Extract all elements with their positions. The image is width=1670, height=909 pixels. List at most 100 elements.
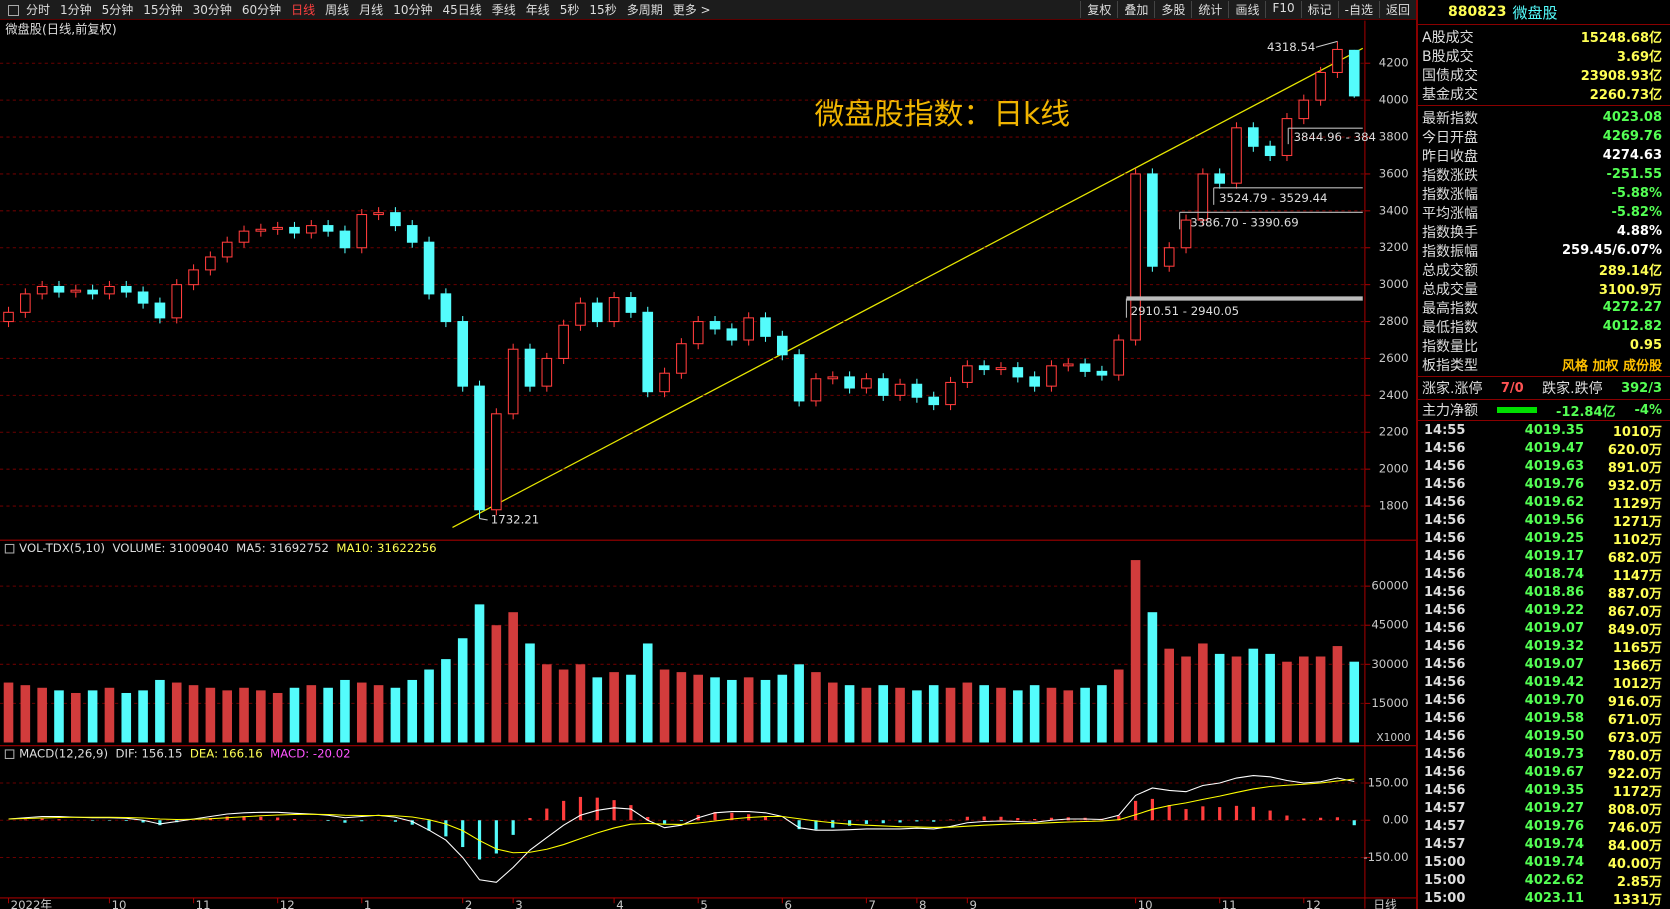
- period-tab[interactable]: 多周期: [626, 3, 663, 17]
- y-tick-label: 2800: [1379, 314, 1409, 328]
- tool-button[interactable]: 返回: [1378, 1, 1416, 18]
- tick-price: 4019.47: [1524, 441, 1584, 456]
- volume-bar: [1231, 656, 1242, 743]
- y-tick-label: 3800: [1379, 130, 1409, 144]
- y-tick-label: 1800: [1379, 499, 1409, 513]
- tool-button[interactable]: 复权: [1080, 1, 1117, 18]
- tick-row: 14:56 4019.42 1012万: [1418, 673, 1670, 692]
- tool-button[interactable]: 叠加: [1117, 1, 1154, 18]
- volume-bar: [743, 677, 754, 743]
- tick-row: 14:56 4019.63 891.0万: [1418, 457, 1670, 476]
- tick-time: 14:56: [1424, 765, 1466, 780]
- tick-list: 14:55 4019.35 1010万 14:56 4019.47 620.0万 14:56…: [1418, 421, 1670, 908]
- volume-bar: [1349, 661, 1360, 743]
- stat-value: -5.88%: [1611, 186, 1663, 201]
- candle-body: [709, 321, 721, 330]
- period-tab[interactable]: 更多 >: [672, 3, 711, 17]
- tool-button[interactable]: 画线: [1228, 1, 1265, 18]
- tick-volume: 746.0万: [1607, 821, 1662, 836]
- period-tab[interactable]: 45日线: [442, 3, 482, 17]
- tick-price: 4019.25: [1524, 531, 1584, 546]
- tick-price: 4019.73: [1524, 747, 1584, 762]
- volume-bar: [996, 687, 1006, 743]
- candle-body: [1315, 71, 1326, 101]
- period-tab[interactable]: 日线: [291, 3, 316, 17]
- period-tab[interactable]: 60分钟: [241, 3, 282, 17]
- candle-body: [171, 284, 183, 319]
- period-tab[interactable]: 5分钟: [101, 3, 134, 17]
- stat-row: A股成交 15248.68亿: [1418, 27, 1670, 47]
- period-label: 日线: [1373, 898, 1397, 909]
- period-tab[interactable]: 15分钟: [143, 3, 183, 17]
- panel-icon: [4, 543, 15, 554]
- tool-button[interactable]: 标记: [1300, 1, 1338, 18]
- tick-price: 4019.74: [1524, 837, 1584, 852]
- candle-body: [524, 348, 536, 387]
- stat-value: 风格 加权 成份股: [1561, 359, 1662, 374]
- period-tab[interactable]: 周线: [325, 3, 350, 17]
- candle-body: [440, 293, 452, 323]
- tool-button[interactable]: 多股: [1154, 1, 1191, 18]
- tool-button[interactable]: F10: [1265, 1, 1300, 18]
- period-tab[interactable]: 月线: [359, 3, 384, 17]
- tick-price: 4019.62: [1524, 495, 1584, 510]
- stat-row: 总成交量 3100.9万: [1418, 279, 1670, 299]
- tick-time: 14:56: [1424, 495, 1466, 510]
- y-tick-label: 2400: [1379, 388, 1409, 402]
- tool-button[interactable]: -自选: [1337, 1, 1379, 18]
- period-tab[interactable]: 分时: [26, 3, 51, 17]
- stat-label: B股成交: [1422, 48, 1474, 65]
- candle-body: [322, 225, 334, 232]
- tick-price: 4019.67: [1524, 765, 1584, 780]
- volume-bar: [1282, 661, 1292, 743]
- period-tab[interactable]: 30分钟: [192, 3, 232, 17]
- volume-bar: [962, 682, 973, 743]
- stat-label: 今日开盘: [1422, 129, 1478, 146]
- menu-icon[interactable]: [8, 5, 19, 16]
- gap-label: 2910.51 - 2940.05: [1131, 304, 1239, 318]
- tick-price: 4018.86: [1524, 585, 1584, 600]
- volume-bar: [3, 682, 14, 743]
- candle-body: [356, 214, 368, 249]
- period-tab[interactable]: 年线: [525, 3, 550, 17]
- volume-bar: [1332, 646, 1343, 743]
- tick-volume: 1102万: [1612, 533, 1662, 548]
- tick-row: 15:00 4019.74 40.00万: [1418, 853, 1670, 872]
- flow-row: 主力净额 -12.84亿 -4%: [1418, 400, 1670, 421]
- volume-bar: [1113, 669, 1124, 743]
- tick-volume: 40.00万: [1607, 857, 1662, 872]
- tick-row: 14:56 4019.58 671.0万: [1418, 709, 1670, 728]
- x-tick-label: 8: [919, 898, 926, 909]
- x-tick-label: 2022年: [11, 898, 53, 909]
- volume-bar: [239, 687, 249, 743]
- tick-price: 4018.74: [1524, 567, 1584, 582]
- tick-time: 15:00: [1424, 855, 1466, 870]
- tool-button[interactable]: 统计: [1191, 1, 1228, 18]
- volume-bar: [1265, 653, 1275, 743]
- period-tab[interactable]: 10分钟: [393, 3, 433, 17]
- tick-time: 14:57: [1424, 837, 1466, 852]
- tick-volume: 1012万: [1612, 677, 1662, 692]
- tick-price: 4019.07: [1524, 657, 1584, 672]
- candle-body: [743, 317, 754, 341]
- x-tick-label: 10: [1138, 898, 1153, 909]
- stat-row: 基金成交 2260.73亿: [1418, 84, 1670, 104]
- tick-price: 4019.22: [1524, 603, 1584, 618]
- volume-bar: [138, 690, 148, 743]
- period-tab[interactable]: 季线: [491, 3, 516, 17]
- volume-bar: [340, 679, 350, 743]
- volume-bar: [1029, 685, 1040, 743]
- volume-bar: [205, 687, 216, 743]
- period-tab[interactable]: 1分钟: [60, 3, 92, 17]
- period-tab[interactable]: 5秒: [559, 3, 580, 17]
- period-tab[interactable]: 15秒: [589, 3, 617, 17]
- volume-bar: [289, 687, 300, 743]
- candle-body: [390, 212, 401, 227]
- min-label: 1732.21: [491, 512, 539, 526]
- stat-row: 最低指数 4012.82: [1418, 317, 1670, 336]
- tick-time: 14:56: [1424, 567, 1466, 582]
- tick-price: 4019.42: [1524, 675, 1584, 690]
- x-tick-label: 6: [784, 898, 791, 909]
- stat-value: 289.14亿: [1598, 264, 1662, 279]
- volume-bar: [895, 687, 905, 743]
